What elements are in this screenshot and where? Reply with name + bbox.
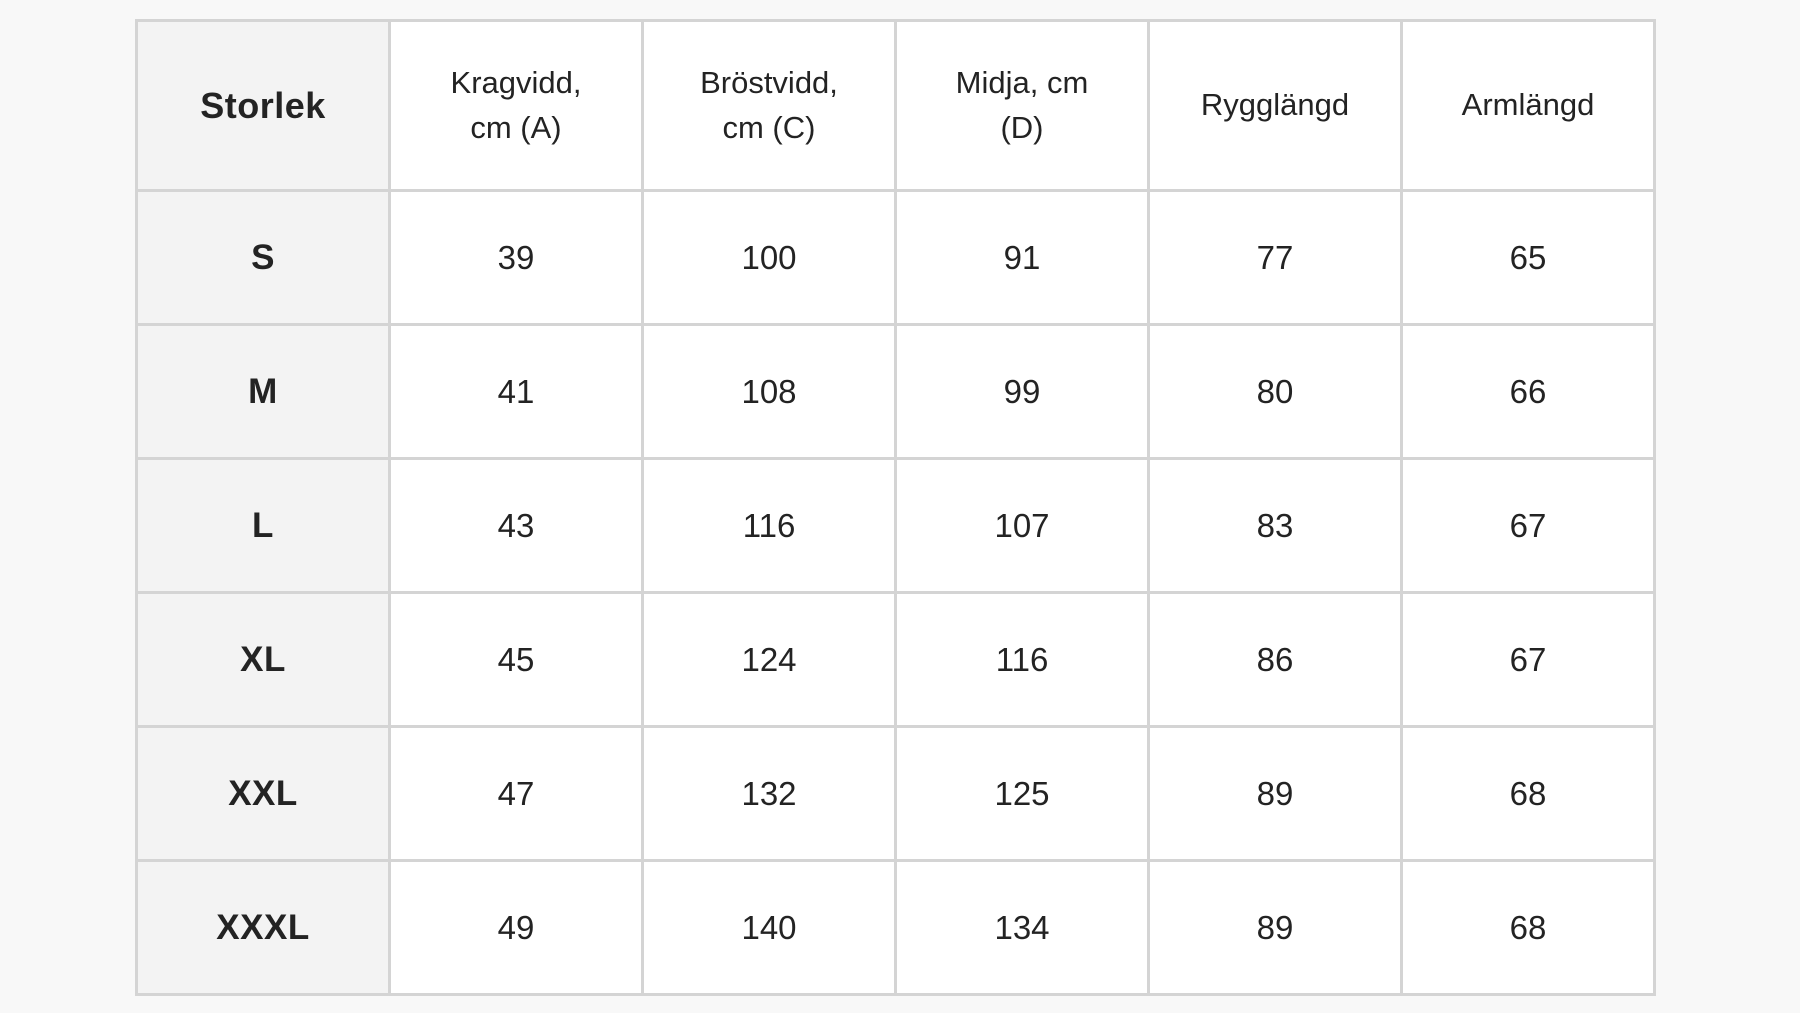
table-cell-kragvidd: 41 bbox=[388, 323, 644, 460]
col-header-storlek: Storlek bbox=[135, 19, 391, 192]
table-cell-kragvidd: 49 bbox=[388, 859, 644, 996]
table-cell-armlangd: 67 bbox=[1400, 591, 1656, 728]
table-cell-midja: 99 bbox=[894, 323, 1150, 460]
table-row-xxxl: XXXL 49 140 134 89 68 bbox=[135, 859, 1656, 996]
col-header-midja: Midja, cm (D) bbox=[894, 19, 1150, 192]
table-row-xxl: XXL 47 132 125 89 68 bbox=[135, 725, 1656, 862]
row-label-size: S bbox=[135, 189, 391, 326]
table-cell-armlangd: 68 bbox=[1400, 725, 1656, 862]
row-label-size: M bbox=[135, 323, 391, 460]
table-cell-midja: 91 bbox=[894, 189, 1150, 326]
col-header-armlangd: Armlängd bbox=[1400, 19, 1656, 192]
table-row-l: L 43 116 107 83 67 bbox=[135, 457, 1656, 594]
table-row-m: M 41 108 99 80 66 bbox=[135, 323, 1656, 460]
table-cell-kragvidd: 43 bbox=[388, 457, 644, 594]
table-cell-midja: 125 bbox=[894, 725, 1150, 862]
col-header-rygglangd: Rygglängd bbox=[1147, 19, 1403, 192]
table-cell-midja: 107 bbox=[894, 457, 1150, 594]
table-cell-midja: 116 bbox=[894, 591, 1150, 728]
table-cell-brostvidd: 108 bbox=[641, 323, 897, 460]
row-label-size: XXXL bbox=[135, 859, 391, 996]
table-cell-kragvidd: 39 bbox=[388, 189, 644, 326]
col-header-brostvidd: Bröstvidd, cm (C) bbox=[641, 19, 897, 192]
table-cell-brostvidd: 100 bbox=[641, 189, 897, 326]
table-cell-rygglangd: 86 bbox=[1147, 591, 1403, 728]
table-cell-armlangd: 65 bbox=[1400, 189, 1656, 326]
table-cell-rygglangd: 77 bbox=[1147, 189, 1403, 326]
table-cell-armlangd: 67 bbox=[1400, 457, 1656, 594]
table-cell-armlangd: 68 bbox=[1400, 859, 1656, 996]
table-cell-rygglangd: 89 bbox=[1147, 859, 1403, 996]
size-chart-table: Storlek Kragvidd, cm (A) Bröstvidd, cm (… bbox=[135, 19, 1656, 996]
row-label-size: XL bbox=[135, 591, 391, 728]
row-label-size: XXL bbox=[135, 725, 391, 862]
row-label-size: L bbox=[135, 457, 391, 594]
table-row-s: S 39 100 91 77 65 bbox=[135, 189, 1656, 326]
table-cell-rygglangd: 89 bbox=[1147, 725, 1403, 862]
col-header-kragvidd: Kragvidd, cm (A) bbox=[388, 19, 644, 192]
table-cell-rygglangd: 80 bbox=[1147, 323, 1403, 460]
table-cell-armlangd: 66 bbox=[1400, 323, 1656, 460]
table-cell-brostvidd: 116 bbox=[641, 457, 897, 594]
table-cell-brostvidd: 124 bbox=[641, 591, 897, 728]
table-cell-rygglangd: 83 bbox=[1147, 457, 1403, 594]
table-cell-midja: 134 bbox=[894, 859, 1150, 996]
table-cell-kragvidd: 45 bbox=[388, 591, 644, 728]
table-cell-kragvidd: 47 bbox=[388, 725, 644, 862]
table-cell-brostvidd: 132 bbox=[641, 725, 897, 862]
table-row-xl: XL 45 124 116 86 67 bbox=[135, 591, 1656, 728]
table-cell-brostvidd: 140 bbox=[641, 859, 897, 996]
table-header-row: Storlek Kragvidd, cm (A) Bröstvidd, cm (… bbox=[135, 19, 1656, 192]
